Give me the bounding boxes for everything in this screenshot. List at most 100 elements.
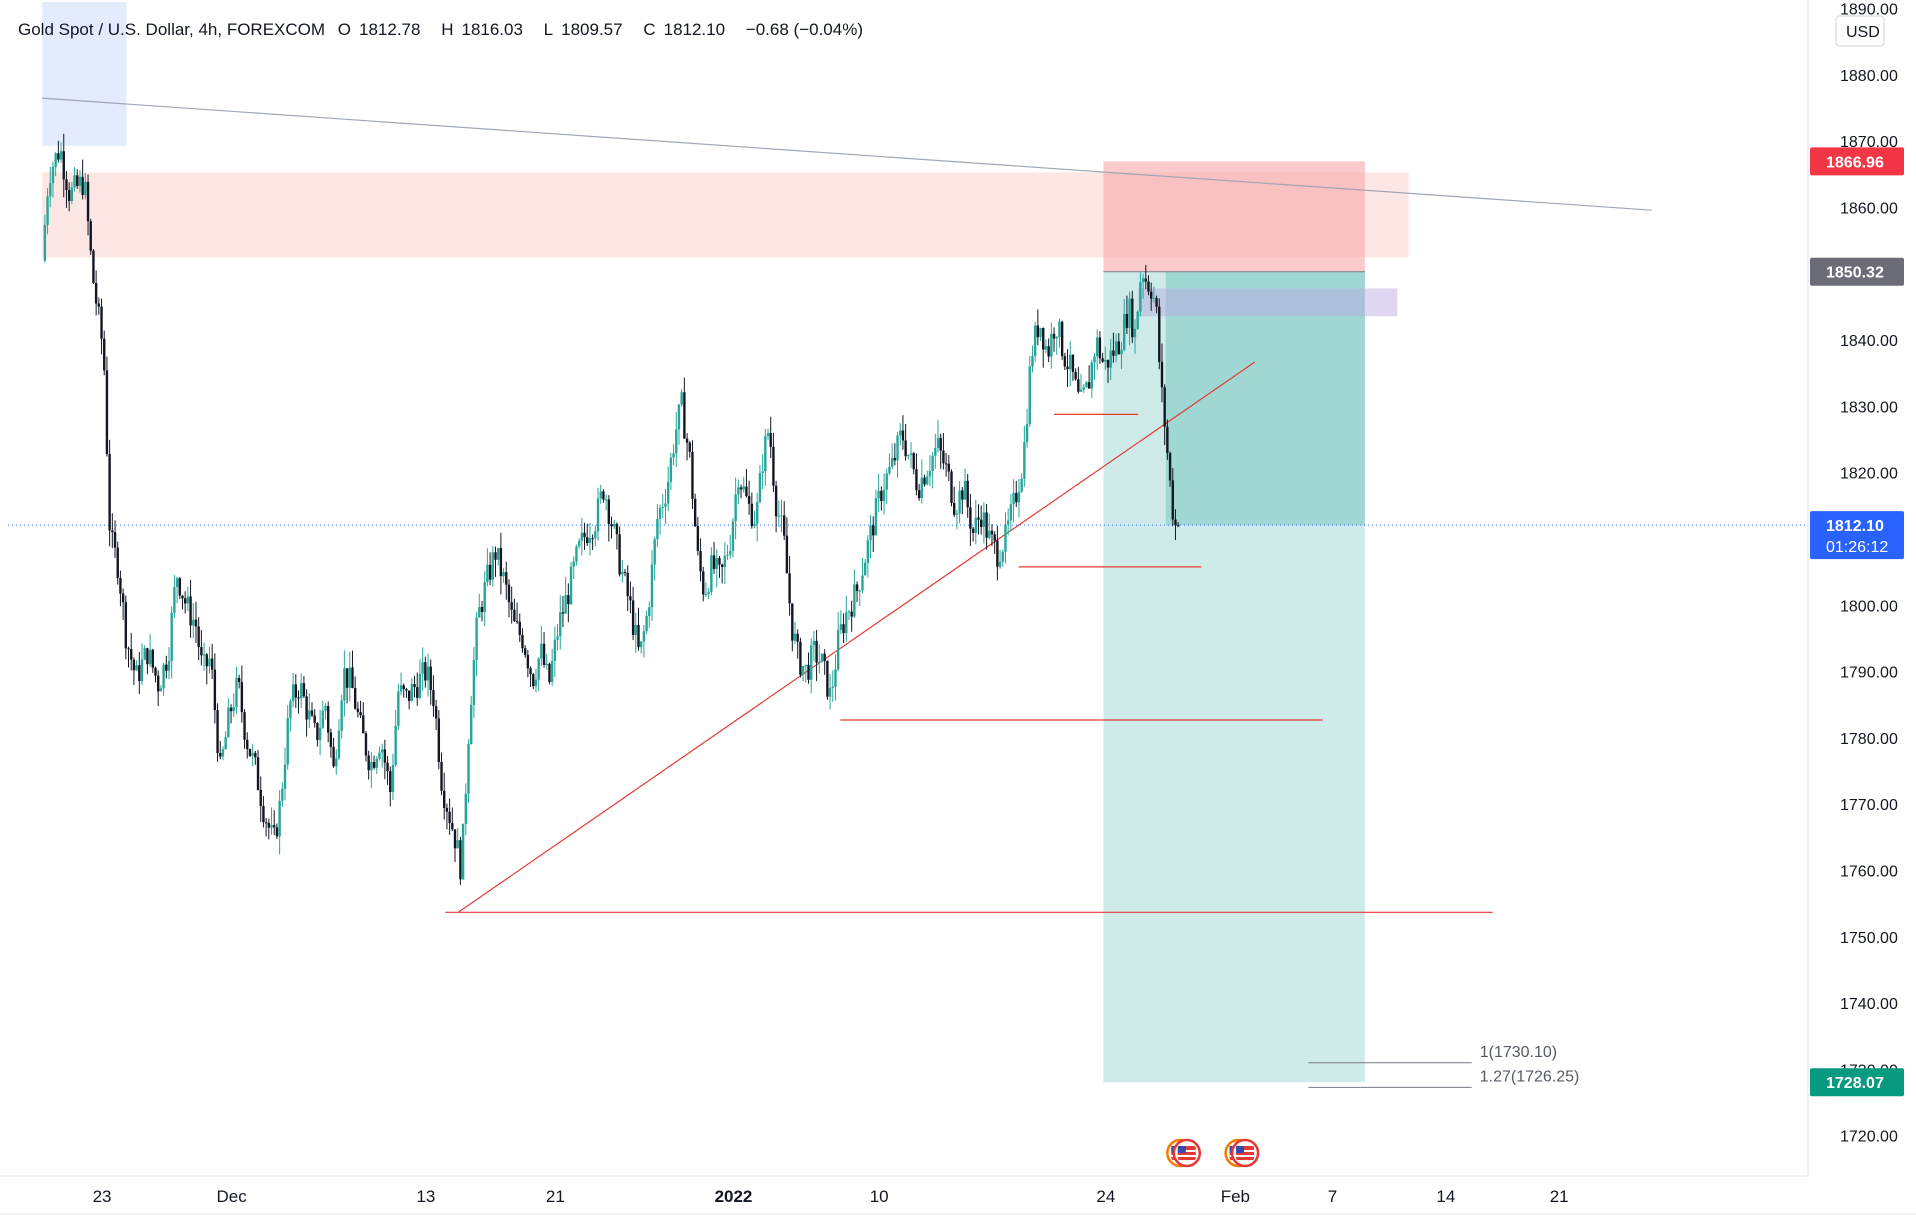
candle-body <box>197 626 200 648</box>
candle-body <box>332 746 335 767</box>
candle-body <box>167 661 171 671</box>
candle-body <box>669 457 673 482</box>
candle-body <box>1012 492 1015 505</box>
candle-body <box>888 466 891 474</box>
time-tick-label: 14 <box>1436 1187 1455 1206</box>
candle-body <box>559 612 562 637</box>
candle-body <box>294 684 298 698</box>
candle-body <box>67 190 71 201</box>
candle-body <box>221 749 225 757</box>
candle-body <box>51 166 55 184</box>
candle-body <box>281 788 284 801</box>
candle-body <box>880 490 883 502</box>
candle-body <box>1006 520 1010 525</box>
candle-body <box>372 762 376 768</box>
candle-body <box>456 840 459 849</box>
candle-body <box>739 487 743 490</box>
candle-body <box>518 621 521 635</box>
candle-body <box>998 561 1002 567</box>
candle-body <box>583 532 586 538</box>
price-axis[interactable]: 1720.001730.001740.001750.001760.001770.… <box>1807 0 1916 1223</box>
candle-body <box>103 338 106 371</box>
candle-body <box>556 636 559 640</box>
candle-body <box>1160 361 1164 388</box>
candle-body <box>988 530 991 538</box>
candle-body <box>375 758 378 768</box>
candle-body <box>470 705 473 744</box>
candle-body <box>777 515 781 517</box>
candle-body <box>1096 337 1099 357</box>
target-price-tag-label: 1728.07 <box>1826 1075 1884 1092</box>
candle-body <box>461 823 465 880</box>
event-flag-stripe <box>1177 1155 1196 1157</box>
candle-body <box>704 594 708 596</box>
candle-body <box>186 596 190 604</box>
candle-body <box>335 758 338 767</box>
candle-body <box>896 435 899 461</box>
candle-body <box>761 471 764 474</box>
candle-body <box>194 619 198 627</box>
candle-body <box>275 827 279 837</box>
candle-body <box>847 611 851 613</box>
candle-body <box>162 664 165 689</box>
candle-body <box>278 800 281 837</box>
candle-body <box>229 707 233 712</box>
candle-body <box>370 762 373 771</box>
candle-body <box>200 647 203 656</box>
candle-body <box>720 564 724 567</box>
candle-body <box>256 757 260 790</box>
candle-body <box>764 436 767 472</box>
candle-body <box>656 518 659 540</box>
candle-body <box>154 667 157 676</box>
candle-body <box>1044 346 1048 350</box>
candle-body <box>111 530 114 533</box>
candle-body <box>130 649 133 660</box>
candle-body <box>523 648 527 656</box>
candle-body <box>175 578 179 587</box>
candle-body <box>151 649 154 668</box>
candle-body <box>648 607 651 617</box>
stop-loss-zone <box>1103 161 1365 272</box>
candle-body <box>124 602 128 649</box>
candle-body <box>389 771 392 793</box>
candle-body <box>842 624 845 634</box>
candle-body <box>1077 379 1080 392</box>
candle-body <box>572 561 575 567</box>
candle-body <box>545 663 548 665</box>
candle-body <box>586 537 589 544</box>
candle-body <box>1155 298 1158 307</box>
candle-body <box>766 433 770 437</box>
candle-body <box>774 485 778 517</box>
candle-body <box>826 660 829 697</box>
candle-body <box>1147 281 1150 292</box>
candle-body <box>202 654 206 656</box>
candle-body <box>666 481 670 504</box>
candle-body <box>300 683 303 699</box>
candle-body <box>443 790 446 808</box>
candle-body <box>869 525 872 541</box>
price-tick-label: 1800.00 <box>1840 598 1898 615</box>
candle-body <box>464 793 468 824</box>
candle-body <box>982 512 986 527</box>
candle-body <box>121 593 125 603</box>
candle-body <box>254 752 257 758</box>
candle-body <box>445 807 449 812</box>
candle-body <box>127 648 130 650</box>
candle-body <box>132 659 136 671</box>
time-tick-label: 7 <box>1328 1187 1337 1206</box>
candle-body <box>1017 491 1021 503</box>
stop-price-tag <box>1810 147 1904 176</box>
price-tick-label: 1760.00 <box>1840 864 1898 881</box>
candle-body <box>788 573 791 604</box>
candle-body <box>148 649 152 665</box>
candle-body <box>227 707 230 738</box>
candle-body <box>84 181 87 196</box>
candle-body <box>424 662 427 681</box>
time-axis[interactable]: 23 Dec 13 21 2022 10 24 Feb 7 14 21 <box>0 1175 1916 1223</box>
open-label: O <box>337 20 352 39</box>
candles-layer <box>43 133 1180 885</box>
candle-body <box>785 535 789 574</box>
candle-body <box>882 489 886 502</box>
symbol-title[interactable]: Gold Spot / U.S. Dollar, 4h, FOREXCOM <box>18 20 326 39</box>
